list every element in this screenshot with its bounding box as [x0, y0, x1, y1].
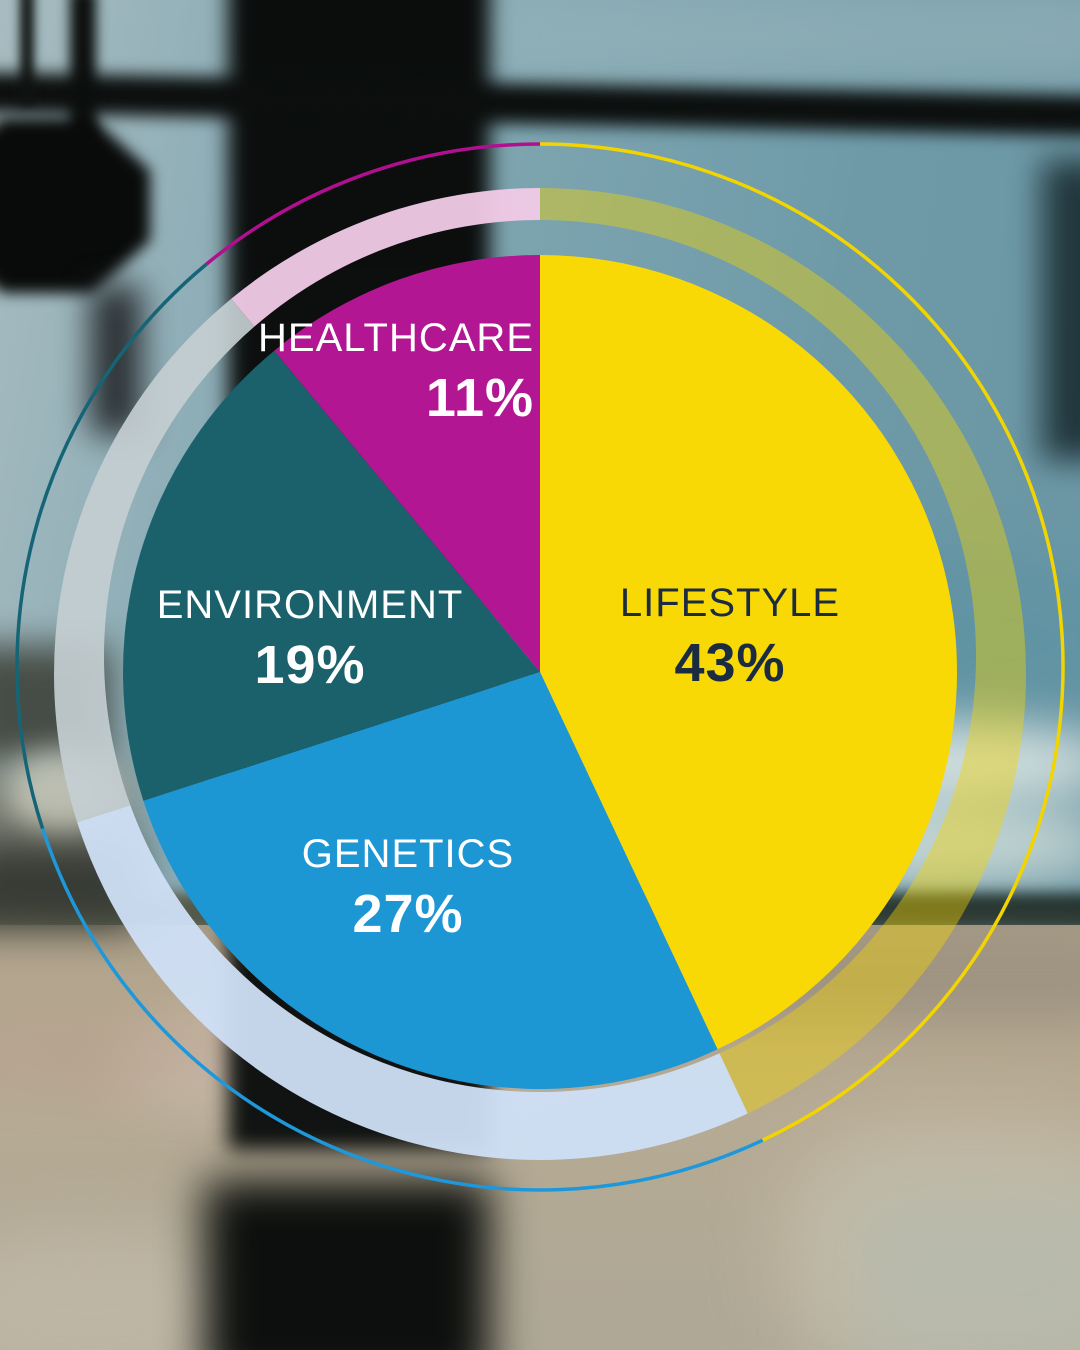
ring-line-healthcare [205, 142, 541, 266]
segment-name: LIFESTYLE [619, 581, 841, 625]
background-sky-highlight [480, 0, 1080, 90]
segment-value: 19% [254, 635, 366, 695]
segment-name: HEALTHCARE [258, 316, 534, 360]
segment-name: ENVIRONMENT [156, 583, 464, 627]
segment-label-environment: ENVIRONMENT 19% [157, 582, 464, 696]
segment-value: 43% [674, 633, 786, 693]
segment-name: GENETICS [301, 832, 515, 876]
segment-value: 27% [352, 884, 464, 944]
pie-slice-environment [123, 350, 540, 801]
background-floor-tint [840, 1180, 1080, 1350]
ring-line-environment [15, 262, 208, 830]
segment-label-genetics: GENETICS 27% [302, 831, 514, 945]
pie-slice-healthcare [274, 255, 540, 672]
background-frame-line [20, 0, 34, 105]
ring-line-lifestyle [539, 142, 1065, 1142]
segment-label-lifestyle: LIFESTYLE 43% [620, 580, 840, 694]
pie-slice-genetics [143, 672, 718, 1089]
pie-slice-lifestyle [540, 255, 957, 1050]
ring-line-genetics [40, 828, 764, 1192]
background-right-smudge [1042, 160, 1080, 460]
segment-label-healthcare: HEALTHCARE 11% [258, 315, 534, 429]
segment-value: 11% [425, 368, 534, 428]
